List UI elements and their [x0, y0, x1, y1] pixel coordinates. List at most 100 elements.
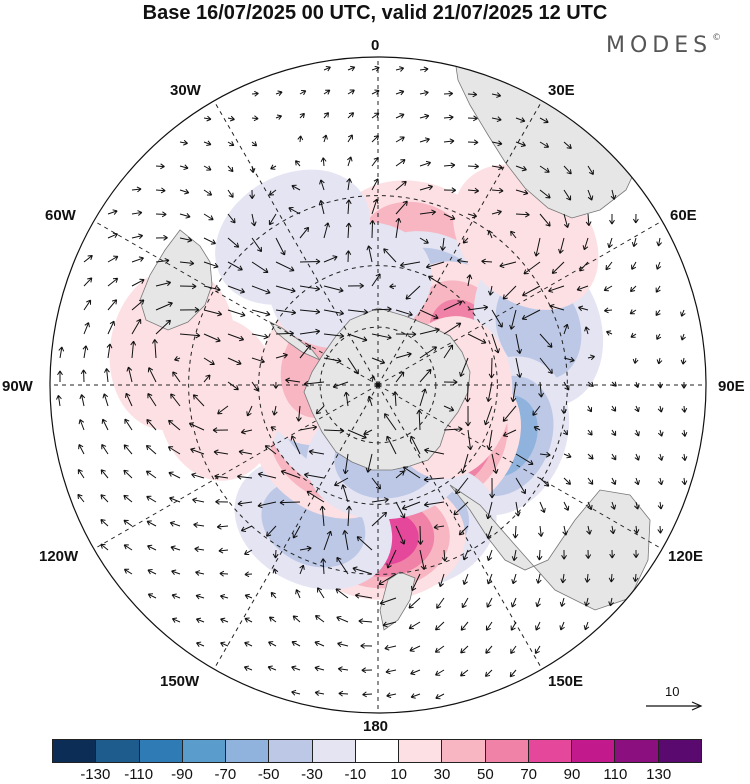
- wind-arrow: [299, 258, 321, 265]
- wind-arrow: [395, 136, 405, 143]
- wind-arrow: [440, 237, 446, 251]
- wind-arrow: [383, 248, 397, 263]
- wind-arrow: [371, 357, 386, 365]
- wind-arrow: [107, 277, 119, 287]
- wind-arrow: [347, 89, 355, 95]
- wind-arrow: [487, 230, 493, 239]
- wind-arrow: [362, 691, 373, 698]
- wind-arrow: [168, 471, 181, 479]
- wind-arrow: [515, 141, 526, 148]
- colorbar-swatch: [528, 740, 573, 762]
- wind-arrow: [485, 501, 493, 520]
- wind-arrow: [435, 693, 445, 700]
- wind-arrow: [295, 589, 301, 599]
- wind-arrow: [563, 356, 575, 363]
- label-120e: 120E: [668, 548, 704, 565]
- brand-name: MODES: [606, 33, 713, 58]
- wind-arrow: [563, 477, 572, 485]
- wind-arrow: [227, 141, 235, 147]
- wind-arrow: [515, 189, 529, 196]
- wind-arrow: [237, 500, 253, 507]
- wind-arrow: [395, 159, 406, 167]
- wind-arrow: [514, 501, 521, 517]
- wind-arrow: [511, 549, 518, 562]
- wind-arrow: [346, 505, 352, 527]
- wind-arrow: [656, 357, 663, 365]
- wind-arrow: [203, 165, 212, 171]
- wind-arrow: [466, 274, 473, 287]
- wind-arrow: [270, 426, 277, 432]
- colorbar-tick-label: -130: [80, 766, 111, 783]
- wind-arrow: [131, 299, 145, 311]
- wind-arrow: [560, 573, 567, 584]
- wind-arrow: [361, 667, 373, 674]
- wind-arrow: [532, 405, 541, 416]
- wind-arrow: [443, 138, 455, 145]
- wind-arrow: [634, 477, 640, 486]
- wind-arrow: [371, 198, 379, 215]
- wind-arrow: [346, 156, 353, 167]
- wind-arrow: [443, 379, 458, 386]
- wind-arrow: [215, 498, 229, 505]
- wind-arrow: [539, 357, 553, 375]
- wind-arrow: [399, 261, 421, 268]
- wind-arrow: [147, 544, 157, 551]
- wind-arrow: [268, 616, 277, 623]
- wind-arrow: [275, 114, 283, 120]
- wind-arrow: [587, 165, 594, 175]
- wind-arrow: [515, 117, 526, 123]
- colorbar-swatch: [312, 740, 356, 762]
- wind-arrow: [587, 354, 595, 361]
- wind-arrow: [342, 529, 349, 551]
- wind-arrow: [395, 113, 405, 119]
- wind-arrow: [395, 501, 406, 519]
- wind-arrow: [104, 368, 110, 383]
- wind-arrow: [586, 525, 592, 535]
- wind-arrow: [146, 520, 157, 527]
- wind-arrow: [510, 621, 517, 631]
- wind-arrow: [481, 258, 493, 265]
- wind-arrow: [633, 525, 640, 534]
- colorbar-tick-label: -10: [344, 766, 367, 783]
- wind-arrow: [510, 381, 517, 403]
- wind-arrow: [632, 213, 639, 224]
- wind-arrow: [216, 523, 229, 530]
- wind-arrow: [423, 501, 445, 508]
- wind-arrow: [336, 556, 349, 575]
- wind-arrow: [410, 693, 421, 699]
- wind-arrow: [467, 91, 478, 98]
- south-america: [139, 229, 213, 331]
- wind-arrow: [212, 427, 229, 434]
- colorbar-swatch: [658, 740, 701, 762]
- wind-arrow: [631, 261, 637, 270]
- wind-arrow: [486, 573, 493, 585]
- wind-arrow: [243, 665, 253, 671]
- wind-arrow: [656, 333, 662, 340]
- australia: [449, 484, 651, 611]
- wind-arrow: [306, 490, 325, 503]
- wind-arrow: [167, 446, 181, 455]
- wind-arrow: [299, 344, 311, 359]
- wind-arrow: [360, 642, 373, 649]
- wind-arrow: [657, 477, 664, 486]
- wind-arrow: [511, 573, 517, 585]
- wind-arrow: [609, 549, 616, 559]
- wind-arrow: [155, 234, 168, 241]
- wind-arrow: [585, 549, 592, 559]
- polar-map: [49, 56, 707, 714]
- wind-arrow: [196, 641, 205, 647]
- wind-arrow: [179, 332, 201, 339]
- wind-arrow: [192, 497, 205, 504]
- wind-arrow: [57, 370, 63, 383]
- wind-arrow: [515, 453, 534, 465]
- wind-arrow: [213, 449, 229, 456]
- wind-arrow: [191, 472, 205, 479]
- wind-arrow: [171, 569, 181, 576]
- wind-arrow: [169, 496, 181, 503]
- wind-arrow: [195, 593, 205, 600]
- wind-arrow: [337, 641, 349, 648]
- wind-arrow: [337, 666, 349, 673]
- wind-arrow: [290, 435, 301, 455]
- wind-arrow: [409, 645, 421, 652]
- wind-arrow: [347, 333, 368, 342]
